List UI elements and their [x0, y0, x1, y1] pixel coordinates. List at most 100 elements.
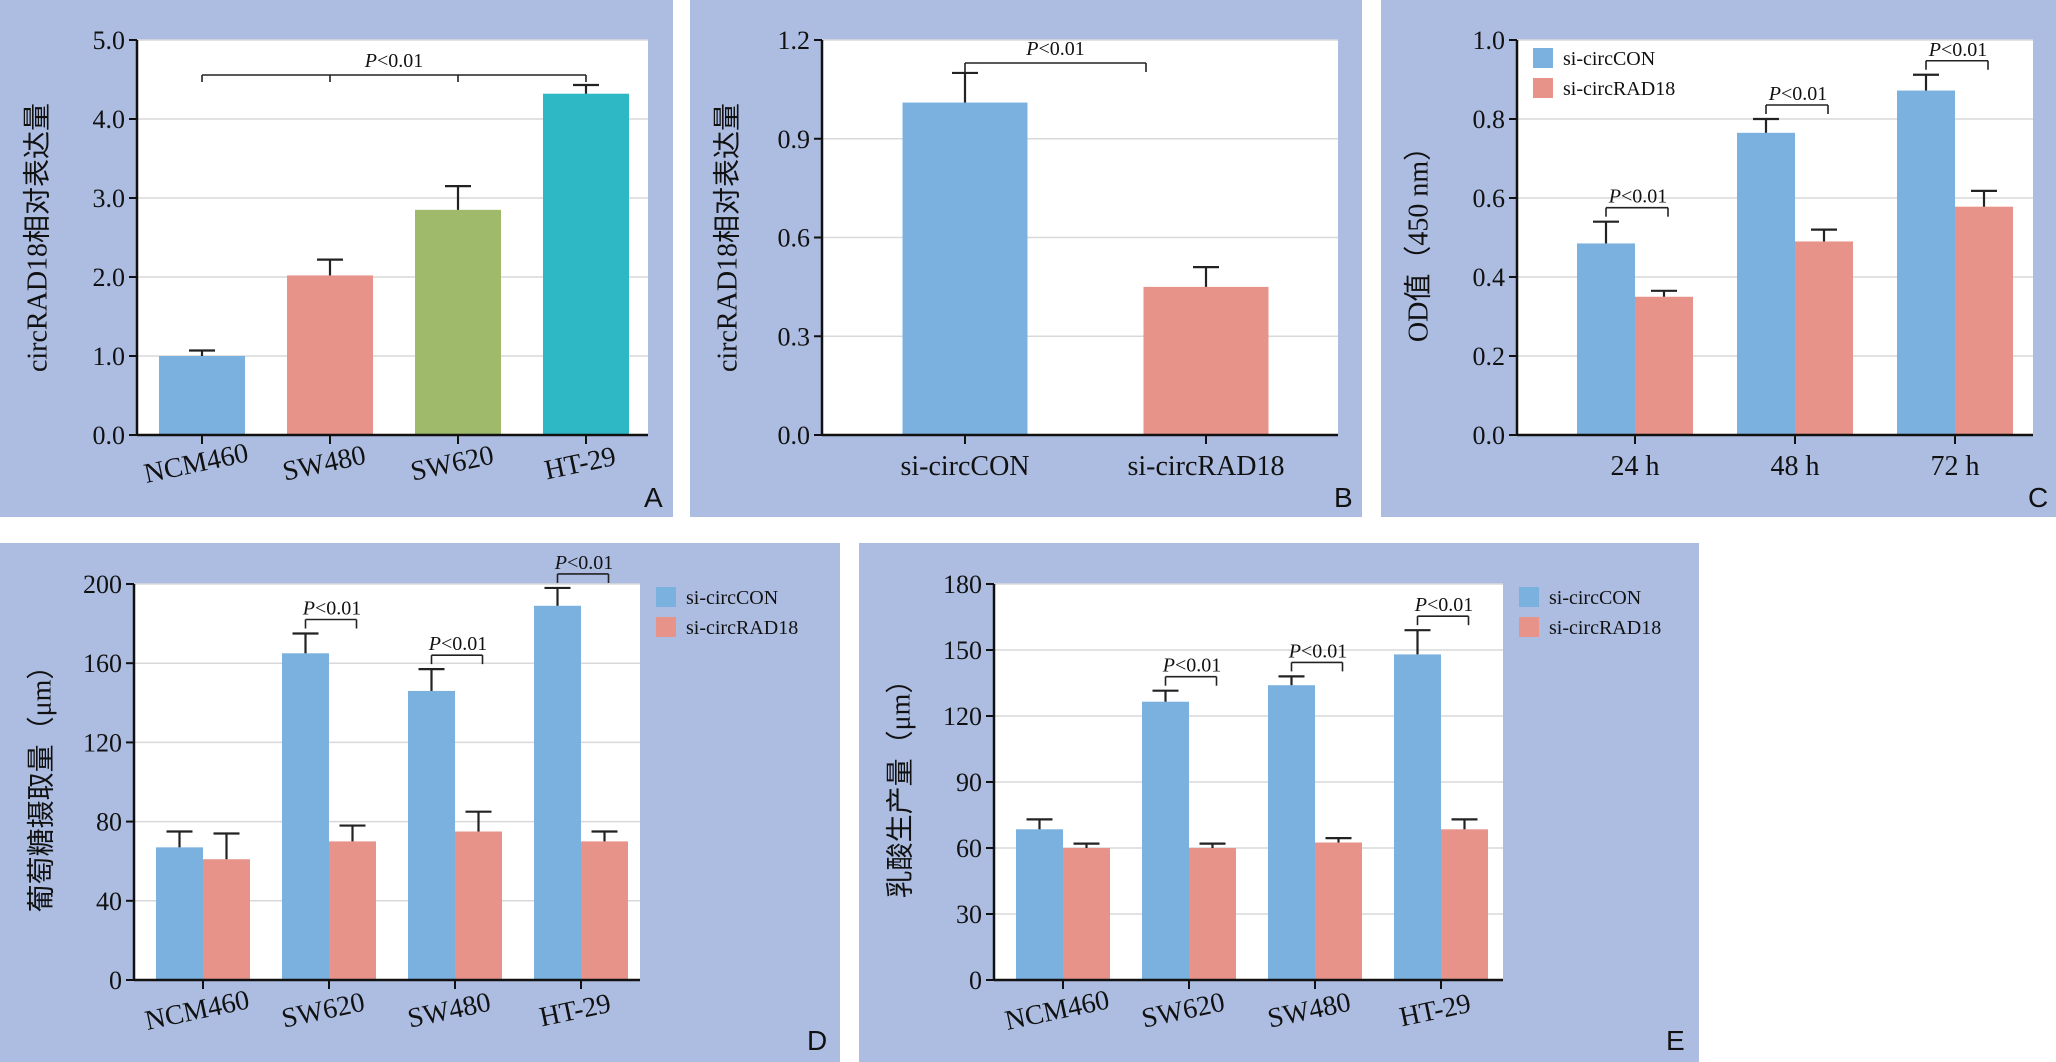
sig-label: P<0.01: [1162, 655, 1222, 677]
x-tick-label: NCM460: [142, 985, 252, 1037]
p-italic: P: [554, 552, 567, 574]
y-axis-label: circRAD18相对表达量: [711, 103, 743, 372]
x-tick-label: si-circCON: [900, 451, 1029, 482]
p-threshold: <0.01: [315, 598, 361, 620]
x-tick-label: NCM460: [1002, 985, 1112, 1037]
bar-si-circCON: [1577, 243, 1635, 435]
y-tick-label: 0: [109, 966, 122, 995]
chart-b: 0.0 0.3 0.6 0.9 1.2 circRAD18相对表达量 si-circCON s…: [711, 26, 1338, 482]
legend-label: si-circRAD18: [686, 617, 798, 639]
x-tick-label: HT-29: [537, 988, 614, 1033]
x-tick-label: SW480: [1265, 987, 1354, 1035]
legend-swatch: [656, 617, 676, 637]
legend-label: si-circRAD18: [1549, 617, 1661, 639]
y-tick-label: 0.0: [1473, 421, 1506, 450]
bar-si-circRAD18: [455, 831, 502, 980]
y-tick-label: 120: [943, 702, 982, 731]
p-italic: P: [1928, 39, 1941, 61]
y-tick-label: 0.2: [1473, 342, 1506, 371]
legend-label: si-circCON: [1563, 48, 1655, 70]
sig-label: P<0.01: [1414, 594, 1474, 616]
bar: [1143, 286, 1269, 435]
legend-swatch: [1519, 617, 1539, 637]
p-italic: P: [1414, 594, 1427, 616]
legend-label: si-circRAD18: [1563, 78, 1675, 100]
p-italic: P: [1288, 640, 1301, 662]
y-axis-label: circRAD18相对表达量: [21, 103, 53, 372]
p-threshold: <0.01: [1941, 39, 1987, 61]
legend-swatch: [656, 587, 676, 607]
p-threshold: <0.01: [567, 552, 613, 574]
sig-label: P<0.01: [1288, 640, 1348, 662]
sig-label: P<0.01: [1928, 39, 1988, 61]
chart-a: 0.0 1.0 2.0 3.0 4.0 5.0 circRAD18相对表达量 NCM460 SW…: [21, 26, 648, 490]
bar-si-circCON: [282, 653, 329, 980]
y-axis-label: 葡萄糖摄取量（μm）: [25, 652, 57, 913]
y-tick-label: 5.0: [93, 26, 126, 55]
p-threshold: <0.01: [1038, 38, 1084, 60]
sig-label: P<0.01: [554, 552, 614, 574]
y-tick-label: 90: [956, 768, 982, 797]
x-tick-label: SW620: [1139, 987, 1228, 1035]
y-tick-label: 0.0: [93, 421, 126, 450]
sig-label: P<0.01: [1608, 186, 1668, 208]
y-tick-label: 200: [83, 570, 122, 599]
y-tick-label: 0.9: [778, 125, 811, 154]
bar: [415, 209, 501, 435]
bar: [902, 102, 1028, 436]
y-tick-label: 160: [83, 649, 122, 678]
y-tick-label: 120: [83, 728, 122, 757]
bar-si-circCON: [534, 605, 581, 980]
p-threshold: <0.01: [377, 50, 423, 72]
p-italic: P: [428, 633, 441, 655]
y-tick-label: 0.3: [778, 322, 811, 351]
bar-si-circRAD18: [1955, 206, 2013, 435]
x-tick-label: si-circRAD18: [1127, 451, 1284, 482]
y-tick-label: 1.0: [1473, 26, 1506, 55]
bar-si-circCON: [1897, 90, 1955, 435]
y-tick-label: 0: [969, 966, 982, 995]
y-tick-label: 150: [943, 636, 982, 665]
panel-e: 0 30 60 90 120 150 180 乳酸生产量（μm） NCM460 SW620 SW48…: [859, 543, 1699, 1062]
legend-swatch: [1533, 48, 1553, 68]
sig-label: P<0.01: [1768, 83, 1828, 105]
panel-letter-b: B: [1334, 482, 1353, 513]
y-tick-label: 2.0: [93, 263, 126, 292]
p-italic: P: [1025, 38, 1038, 60]
y-tick-label: 40: [96, 887, 122, 916]
x-tick-label: SW480: [280, 440, 369, 488]
bar-si-circRAD18: [581, 841, 628, 980]
x-tick-label: 24 h: [1611, 451, 1660, 482]
y-tick-label: 0.0: [778, 421, 811, 450]
x-tick-label: 72 h: [1931, 451, 1980, 482]
bar-si-circCON: [1016, 829, 1063, 980]
y-tick-label: 3.0: [93, 184, 126, 213]
x-tick-label: NCM460: [141, 438, 251, 490]
bar-si-circRAD18: [1635, 296, 1693, 435]
y-tick-label: 180: [943, 570, 982, 599]
x-tick-label: SW620: [408, 440, 497, 488]
x-tick-label: 48 h: [1771, 451, 1820, 482]
bar-si-circRAD18: [329, 841, 376, 980]
y-axis-label: 乳酸生产量（μm）: [884, 666, 916, 899]
chart-c: 0.0 0.2 0.4 0.6 0.8 1.0 OD值（450 nm） 24 h 48 h 72 …: [1402, 26, 2033, 482]
bar-si-circCON: [1142, 701, 1189, 980]
legend-swatch: [1519, 587, 1539, 607]
bar: [159, 356, 245, 435]
bar-si-circRAD18: [1441, 829, 1488, 980]
legend-label: si-circCON: [1549, 587, 1641, 609]
p-threshold: <0.01: [1175, 655, 1221, 677]
p-threshold: <0.01: [1621, 186, 1667, 208]
panel-letter-a: A: [644, 482, 663, 513]
y-tick-label: 80: [96, 808, 122, 837]
bar-si-circRAD18: [1315, 842, 1362, 980]
panel-c: 0.0 0.2 0.4 0.6 0.8 1.0 OD值（450 nm） 24 h 48 h 72 …: [1381, 0, 2056, 517]
p-threshold: <0.01: [441, 633, 487, 655]
sig-label: P<0.01: [364, 50, 424, 72]
panel-a: 0.0 1.0 2.0 3.0 4.0 5.0 circRAD18相对表达量 NCM460 SW…: [0, 0, 673, 517]
bar-si-circCON: [156, 847, 203, 980]
bar-si-circRAD18: [1189, 848, 1236, 980]
y-tick-label: 0.6: [1473, 184, 1506, 213]
panel-b: 0.0 0.3 0.6 0.9 1.2 circRAD18相对表达量 si-circCON s…: [690, 0, 1362, 517]
bar-si-circCON: [408, 690, 455, 980]
